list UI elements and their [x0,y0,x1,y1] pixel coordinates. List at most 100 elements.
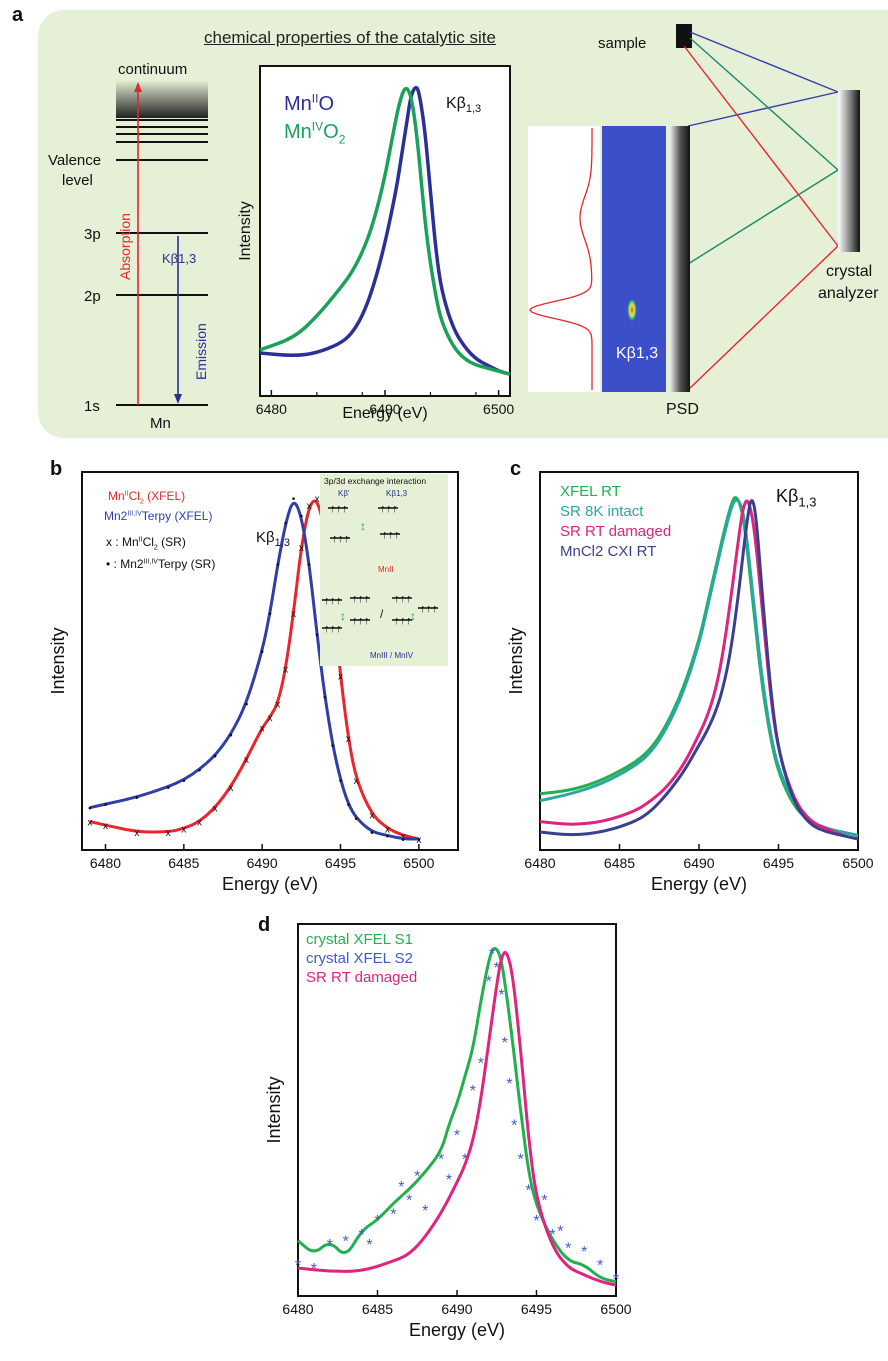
sr-data-point: x [369,811,374,822]
sr-data-point: • [260,647,264,658]
sr-data-point: • [166,783,170,794]
series-point-1: * [454,1128,460,1145]
spin-glyph: ↑ [324,595,330,607]
sr-data-point: x [181,825,186,836]
exchange-inset-title: 3p/3d exchange interaction [324,476,426,486]
spin-glyph: ↑ [386,503,392,515]
exchange-inset-kbprime: Kβ' [338,489,350,498]
sr-data-point: • [370,828,374,839]
series-point-1: * [374,1213,380,1230]
sr-data-point: x [197,818,202,829]
label-segment: x : Mn [106,535,139,549]
label-segment: O [318,93,334,115]
series-point-1: * [390,1206,396,1223]
spin-glyph: ↑ [324,623,330,635]
sr-data-point: • [276,560,280,571]
series-point-1: * [498,987,504,1004]
x-tick-label: 6480 [524,855,555,871]
label-segment: IV [312,119,323,133]
sr-data-point: x [299,543,304,554]
spin-glyph: ↑ [382,529,388,541]
legend-xfel-rt: XFEL RT [560,483,621,500]
x-tick-label: 6480 [256,401,287,417]
kb-main: Kβ [446,95,466,112]
y-axis-label: Intensity [237,201,254,261]
spin-glyph: ↑ [358,615,364,627]
sr-data-point: x [166,828,171,839]
profile-panel [528,126,600,392]
spin-glyph: ↑ [364,615,370,627]
sr-data-point: x [354,776,359,787]
series-point-1: * [398,1179,404,1196]
series-point-1: * [295,1258,301,1275]
series-point-1: * [565,1240,571,1257]
spin-glyph: ↑ [426,603,432,615]
sr-data-point: x [307,501,312,512]
spin-glyph: ↑ [394,593,400,605]
spin-glyph: ↑ [394,615,400,627]
panel-letter-a: a [12,4,23,27]
spin-glyph: ↑ [400,593,406,605]
spin-glyph: ↑ [380,503,386,515]
spin-glyph: ↑ [342,503,348,515]
x-tick-label: 6495 [325,855,356,871]
sr-data-point: • [307,560,311,571]
series-point-1: * [327,1237,333,1254]
sr-data-point: x [103,821,108,832]
series-point-1: * [438,1152,444,1169]
label-segment: Terpy (SR) [158,557,215,571]
x-tick-label: 6500 [483,401,514,417]
legend-sr-rt-damaged: SR RT damaged [560,523,671,540]
series-point-1: * [446,1172,452,1189]
absorption-label: Absorption [117,213,133,280]
legend-sr-8k: SR 8K intact [560,503,644,520]
sr-data-point: x [291,609,296,620]
sample-label: sample [598,35,646,52]
series-point-1: * [581,1244,587,1261]
spin-arrow: ↕ [360,519,366,533]
emission-arrowhead [174,394,182,404]
x-tick-label: 6480 [90,855,121,871]
label-segment: Mn [104,509,121,523]
kb-sub: 1,3 [466,103,481,115]
x-tick-label: 6490 [441,1301,472,1317]
detector-spot [627,298,637,322]
sr-data-point: • [268,609,272,620]
sr-data-point: • [213,752,217,763]
x-axis-label: Energy (eV) [409,1320,505,1340]
x-tick-label: 6495 [521,1301,552,1317]
sr-data-point: x [134,828,139,839]
label-segment: O [323,121,339,143]
legend-crystal-s2: crystal XFEL S2 [306,950,413,967]
legend-crystal-s1: crystal XFEL S1 [306,931,413,948]
x-tick-label: 6500 [842,855,873,871]
continuum-band [116,80,208,118]
chart-c: 6480 6485 6490 6495 6500 Energy (eV) Intensity… [504,462,888,898]
valence-label-2: level [62,172,93,189]
legend-mncl2-cxi: MnCl2 CXI RT [560,543,656,560]
x-axis-label: Energy (eV) [651,874,747,894]
spin-glyph: ↑ [330,503,336,515]
spin-glyph: ↑ [400,615,406,627]
crystal-label: crystal [826,263,872,280]
series-point-1: * [422,1203,428,1220]
series-point-1: * [597,1258,603,1275]
y-axis-label: Intensity [506,627,526,694]
sr-data-point: x [338,672,343,683]
spin-glyph: ↑ [388,529,394,541]
spin-glyph: ↑ [336,595,342,607]
label-segment: 2 [339,133,346,147]
kb-sub: 1,3 [798,495,816,510]
sr-data-point: x [275,699,280,710]
spin-glyph: ↑ [330,595,336,607]
label-segment: III,IV [127,510,142,517]
label-segment: • : Mn [106,557,137,571]
x-tick-label: 6490 [247,855,278,871]
series-point-1: * [343,1234,349,1251]
sr-data-point: x [346,734,351,745]
y-axis-label: Intensity [264,1076,284,1143]
label-segment: Mn [284,121,312,143]
legend-item: x : MnIICl2 (SR) [106,535,186,551]
sr-data-point: • [182,776,186,787]
series-point-1: * [366,1237,372,1254]
